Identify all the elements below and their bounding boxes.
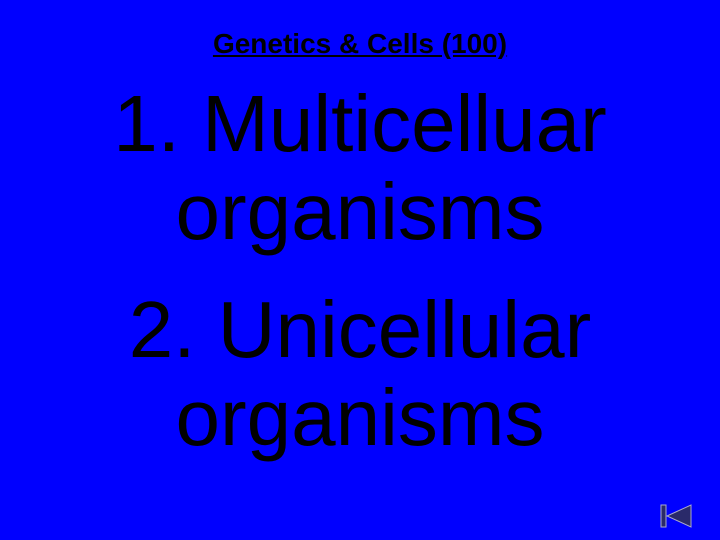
answer-item-1: 1. Multicelluar organisms	[0, 80, 720, 256]
answer-item-2: 2. Unicellular organisms	[0, 286, 720, 462]
back-button[interactable]	[659, 502, 695, 530]
answers-container: 1. Multicelluar organisms 2. Unicellular…	[0, 80, 720, 462]
jeopardy-answer-slide: Genetics & Cells (100) 1. Multicelluar o…	[0, 0, 720, 540]
skip-back-icon	[659, 502, 695, 530]
answer-2-line-2: organisms	[0, 374, 720, 462]
answer-2-line-1: 2. Unicellular	[0, 286, 720, 374]
answer-1-line-1: 1. Multicelluar	[0, 80, 720, 168]
category-header: Genetics & Cells (100)	[0, 0, 720, 70]
answer-1-line-2: organisms	[0, 168, 720, 256]
